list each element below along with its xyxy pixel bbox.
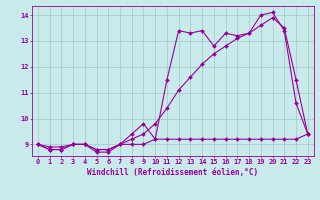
X-axis label: Windchill (Refroidissement éolien,°C): Windchill (Refroidissement éolien,°C): [87, 168, 258, 177]
